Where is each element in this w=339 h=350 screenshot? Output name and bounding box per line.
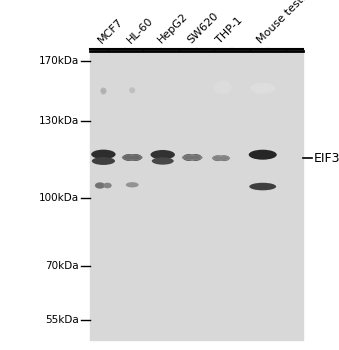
- Ellipse shape: [95, 182, 105, 189]
- Ellipse shape: [190, 154, 202, 161]
- Ellipse shape: [182, 155, 203, 160]
- Ellipse shape: [212, 155, 230, 161]
- Ellipse shape: [131, 156, 140, 159]
- Text: Mouse testis: Mouse testis: [256, 0, 312, 46]
- Text: 70kDa: 70kDa: [45, 261, 79, 271]
- Ellipse shape: [129, 154, 142, 161]
- Ellipse shape: [96, 184, 104, 187]
- Ellipse shape: [184, 156, 193, 159]
- Text: SW620: SW620: [185, 10, 220, 46]
- Ellipse shape: [253, 185, 272, 188]
- Ellipse shape: [151, 150, 175, 159]
- Ellipse shape: [92, 157, 115, 165]
- Ellipse shape: [214, 157, 222, 160]
- Ellipse shape: [122, 154, 143, 161]
- Text: THP-1: THP-1: [214, 15, 244, 46]
- Ellipse shape: [213, 155, 223, 161]
- Text: EIF3C: EIF3C: [314, 152, 339, 165]
- Ellipse shape: [250, 83, 275, 94]
- Ellipse shape: [95, 152, 112, 157]
- Ellipse shape: [124, 156, 133, 159]
- Ellipse shape: [91, 150, 116, 159]
- Bar: [90, 51, 303, 340]
- Ellipse shape: [101, 89, 105, 93]
- Ellipse shape: [219, 155, 230, 161]
- Ellipse shape: [95, 159, 112, 163]
- Ellipse shape: [155, 159, 171, 163]
- Ellipse shape: [100, 88, 106, 94]
- Ellipse shape: [254, 85, 272, 91]
- Ellipse shape: [129, 87, 135, 93]
- Ellipse shape: [152, 158, 174, 165]
- Text: 130kDa: 130kDa: [38, 116, 79, 126]
- Ellipse shape: [126, 182, 139, 188]
- Ellipse shape: [183, 154, 195, 161]
- Ellipse shape: [130, 89, 134, 92]
- Text: HepG2: HepG2: [156, 12, 190, 46]
- Ellipse shape: [253, 152, 273, 157]
- Ellipse shape: [123, 154, 135, 161]
- Text: 55kDa: 55kDa: [45, 315, 79, 325]
- Ellipse shape: [104, 184, 111, 187]
- Ellipse shape: [103, 183, 112, 188]
- Text: 170kDa: 170kDa: [38, 56, 79, 66]
- Ellipse shape: [185, 156, 199, 159]
- Text: HL-60: HL-60: [125, 15, 155, 46]
- Ellipse shape: [128, 183, 137, 186]
- Ellipse shape: [216, 84, 229, 91]
- Ellipse shape: [191, 156, 200, 159]
- Ellipse shape: [249, 183, 276, 190]
- Ellipse shape: [220, 157, 228, 160]
- Ellipse shape: [215, 157, 227, 160]
- Ellipse shape: [249, 150, 277, 160]
- Text: MCF7: MCF7: [96, 16, 125, 46]
- Ellipse shape: [125, 156, 139, 159]
- Text: 100kDa: 100kDa: [39, 193, 79, 203]
- Ellipse shape: [214, 80, 232, 94]
- Ellipse shape: [154, 152, 171, 157]
